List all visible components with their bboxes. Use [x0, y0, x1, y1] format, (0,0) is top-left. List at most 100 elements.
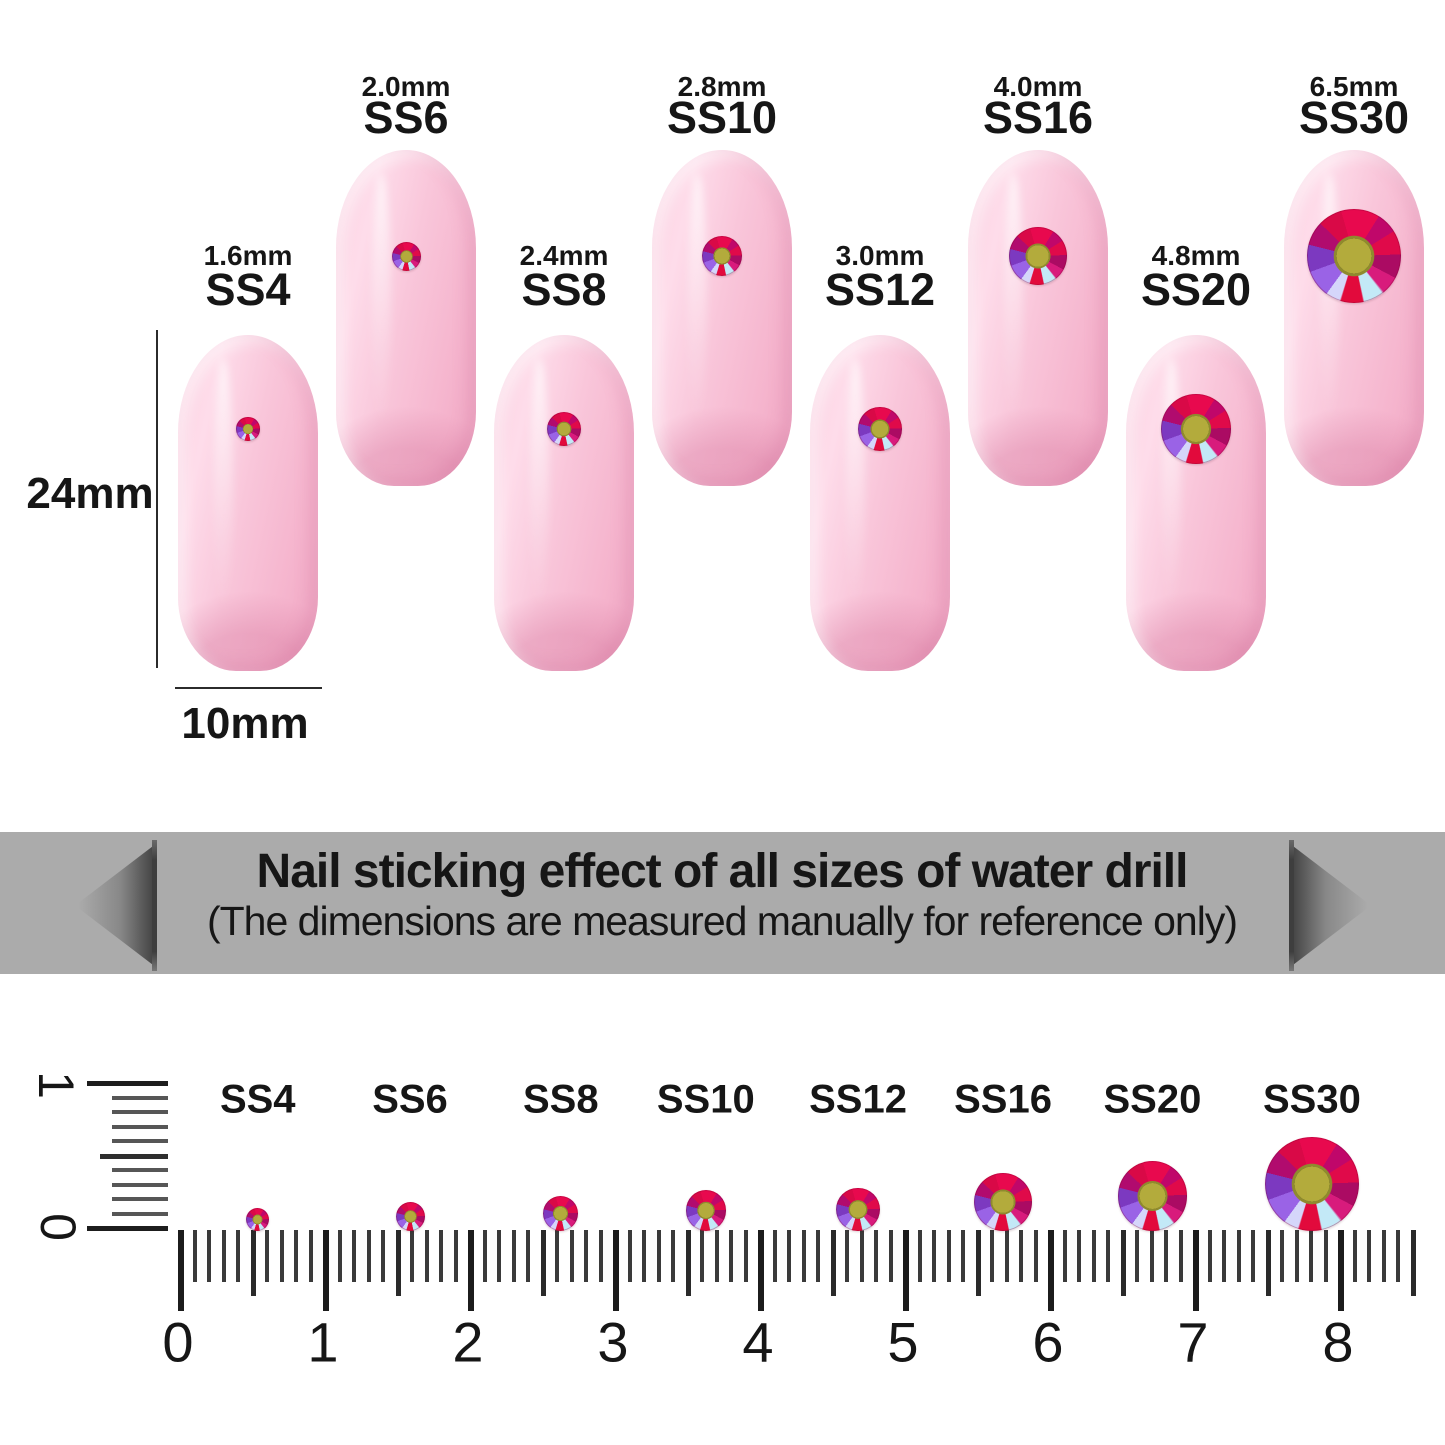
ruler-tick: [381, 1230, 385, 1282]
ruler-tick: [990, 1230, 994, 1282]
ruler-tick: [1062, 1230, 1067, 1282]
ruler-tick: [1077, 1230, 1081, 1282]
ruler-tick: [714, 1230, 719, 1282]
ruler-tick: [1251, 1230, 1255, 1282]
ruler-tick: [526, 1230, 530, 1282]
ruler-tick: [671, 1230, 675, 1282]
rhinestone-gem: [391, 241, 421, 271]
ruler-tick: [468, 1230, 474, 1311]
nail-size-mm-label: 6.5mm: [1309, 71, 1399, 102]
ruler-number-3: 3: [597, 1310, 629, 1374]
ruler-tick: [975, 1230, 981, 1296]
ruler-tick: [482, 1230, 487, 1282]
ruler-tick: [1280, 1230, 1284, 1282]
press-on-nail: [810, 335, 950, 671]
ruler-tick: [598, 1230, 603, 1282]
ruler-gem-label-ss30: SS30: [1262, 1077, 1361, 1122]
vertical-ruler-tick: [112, 1124, 168, 1129]
ruler-tick: [787, 1230, 791, 1282]
vertical-ruler-number-1: 1: [28, 1071, 84, 1099]
nail-ss-label: SS10: [666, 92, 778, 143]
ruler-gem-label-ss8: SS8: [522, 1077, 599, 1122]
press-on-nail: [968, 150, 1108, 486]
ruler-gem-ss10: [685, 1190, 727, 1231]
ruler-tick: [323, 1230, 329, 1311]
vertical-ruler-tick: [112, 1197, 168, 1201]
ruler-tick: [1135, 1230, 1139, 1282]
vertical-ruler-tick: [112, 1139, 168, 1143]
ruler-tick: [424, 1230, 429, 1282]
ruler-tick: [1410, 1230, 1416, 1296]
rhinestone-gem: [858, 407, 902, 451]
ruler-tick: [642, 1230, 646, 1282]
ruler-tick: [584, 1230, 588, 1282]
left-arrow-icon: [75, 840, 157, 971]
rhinestone-gem: [236, 417, 260, 441]
ruler-tick: [1048, 1230, 1054, 1311]
ruler-number-4: 4: [742, 1310, 774, 1374]
ruler-gem-ss8: [543, 1196, 579, 1231]
ruler-gem-label-ss4: SS4: [219, 1077, 296, 1122]
ruler-gem-ss30: [1264, 1136, 1360, 1231]
nail-size-mm-label: 4.8mm: [1151, 240, 1241, 271]
vertical-ruler-number-0: 0: [30, 1213, 86, 1241]
ruler-tick: [743, 1230, 748, 1282]
vertical-ruler-tick: [87, 1081, 168, 1086]
right-arrow-bar: [1289, 840, 1294, 971]
ruler-tick: [888, 1230, 893, 1282]
ruler-tick: [395, 1230, 401, 1296]
press-on-nail: [178, 335, 318, 671]
vertical-ruler-tick: [100, 1153, 168, 1159]
width-dimension-line: [175, 687, 322, 689]
rhinestone-gem: [1161, 394, 1231, 464]
ruler-gem-label-ss20: SS20: [1103, 1077, 1202, 1122]
ruler-tick: [1004, 1230, 1009, 1282]
ruler-tick: [1033, 1230, 1038, 1282]
banner-title: Nail sticking effect of all sizes of wat…: [256, 845, 1189, 898]
nail-size-mm-label: 2.4mm: [519, 240, 609, 271]
vertical-ruler-tick: [87, 1226, 168, 1231]
vertical-ruler-tick: [112, 1211, 168, 1216]
ruler-tick: [555, 1230, 559, 1282]
press-on-nail: [1126, 335, 1266, 671]
press-on-nail: [1284, 150, 1424, 486]
ruler-tick: [337, 1230, 342, 1282]
ruler-tick: [729, 1230, 733, 1282]
nail-size-mm-label: 2.0mm: [361, 71, 451, 102]
ruler-tick: [1294, 1230, 1299, 1282]
nail-size-mm-label: 4.0mm: [993, 71, 1083, 102]
ruler-tick: [1019, 1230, 1023, 1282]
ruler-tick: [453, 1230, 458, 1282]
ruler-number-5: 5: [887, 1310, 919, 1374]
ruler-tick: [1091, 1230, 1096, 1282]
ruler-tick: [192, 1230, 197, 1282]
ruler-tick: [1193, 1230, 1199, 1311]
ruler-tick: [221, 1230, 226, 1282]
rhinestone-gem: [1306, 208, 1402, 304]
ruler-tick: [1164, 1230, 1168, 1282]
press-on-nail: [652, 150, 792, 486]
vertical-ruler-tick: [112, 1182, 168, 1187]
ruler-tick: [352, 1230, 356, 1282]
ruler-tick: [1265, 1230, 1271, 1296]
ruler-tick: [511, 1230, 516, 1282]
ruler-tick: [1120, 1230, 1126, 1296]
left-arrow-bar: [152, 840, 157, 971]
ruler-tick: [410, 1230, 414, 1282]
nail-ss-label: SS4: [205, 264, 291, 315]
nail-ss-label: SS20: [1140, 264, 1252, 315]
width-dimension-label: 10mm: [181, 699, 309, 748]
ruler-tick: [1106, 1230, 1110, 1282]
ruler-tick: [1396, 1230, 1400, 1282]
ruler-tick: [700, 1230, 704, 1282]
rhinestone-gem: [701, 235, 743, 277]
nail-size-mm-label: 1.6mm: [203, 240, 293, 271]
nail-size-mm-label: 3.0mm: [835, 240, 925, 271]
ruler-tick: [758, 1230, 764, 1311]
ruler-tick: [1323, 1230, 1328, 1282]
ruler-number-1: 1: [307, 1310, 339, 1374]
ruler-number-8: 8: [1322, 1310, 1354, 1374]
vertical-ruler-tick: [112, 1168, 168, 1172]
ruler-tick: [497, 1230, 501, 1282]
